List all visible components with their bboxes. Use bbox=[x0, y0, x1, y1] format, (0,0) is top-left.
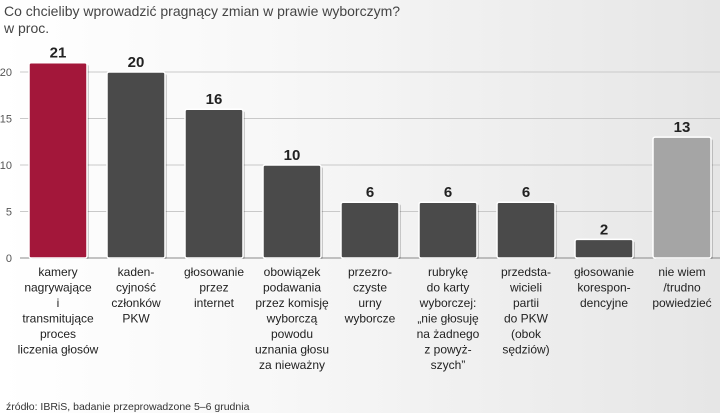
chart-title: Co chcieliby wprowadzić pragnący zmian w… bbox=[4, 3, 464, 37]
data-label: 6 bbox=[366, 184, 374, 201]
y-tick-label: 15 bbox=[0, 114, 12, 126]
category-label-line: transmitujące bbox=[22, 312, 94, 326]
category-label: przedsta-wicieli partii do PKW (obok sędziów… bbox=[501, 265, 551, 357]
category-label-line: obowiązek bbox=[264, 265, 322, 279]
category-label-line: PKW bbox=[122, 312, 150, 326]
data-label: 2 bbox=[600, 221, 608, 238]
category-label-line: partii bbox=[513, 296, 539, 310]
category-label: głosowanie przez internet bbox=[184, 265, 244, 310]
category-label: przezro-czyste urny wyborcze bbox=[344, 265, 396, 326]
bar bbox=[184, 108, 244, 259]
category-label-line: (obok bbox=[511, 327, 542, 341]
category-label-line: wyborczą bbox=[266, 312, 318, 326]
bar bbox=[262, 164, 322, 259]
category-label-line: przez bbox=[199, 281, 228, 295]
title-question: Co chcieliby wprowadzić pragnący zmian w… bbox=[4, 3, 401, 19]
category-label-line: liczenia głosów bbox=[18, 343, 99, 357]
bar bbox=[340, 201, 400, 259]
y-tick-label: 0 bbox=[6, 253, 12, 265]
category-label-line: wicieli bbox=[509, 281, 542, 295]
category-label: głosowanie korespon-dencyjne bbox=[574, 265, 634, 310]
category-label-line: „nie głosuję bbox=[417, 312, 479, 326]
category-label-line: z powyż- bbox=[424, 343, 471, 357]
category-label-line: do PKW bbox=[504, 312, 549, 326]
category-label-line: internet bbox=[194, 296, 235, 310]
data-label: 13 bbox=[674, 119, 691, 136]
category-label: rubrykę do karty wyborczej: „nie głosuję na … bbox=[417, 265, 480, 372]
category-label-line: czyste bbox=[353, 281, 387, 295]
category-label-line: proces bbox=[40, 327, 76, 341]
data-label: 16 bbox=[206, 91, 223, 108]
category-label-line: do karty bbox=[427, 281, 470, 295]
bar bbox=[496, 201, 556, 259]
category-label-line: rubrykę bbox=[428, 265, 468, 279]
category-label: obowiązek podawania przez komisję wyborczą p… bbox=[255, 265, 329, 372]
category-label: kamery nagrywające i transmitujące proces lic… bbox=[18, 265, 99, 357]
source-note: źródło: IBRiS, badanie przeprowadzone 5–… bbox=[6, 401, 250, 413]
data-label: 10 bbox=[284, 147, 301, 164]
category-label-line: głosowanie bbox=[184, 265, 244, 279]
category-label-line: podawania bbox=[263, 281, 321, 295]
category-label-line: przez komisję bbox=[255, 296, 329, 310]
category-label: nie wiem/trudno powiedzieć bbox=[652, 265, 711, 310]
category-label-line: na żadnego bbox=[417, 327, 480, 341]
data-label: 6 bbox=[522, 184, 530, 201]
category-label-line: nagrywające bbox=[24, 281, 92, 295]
category-label-line: cyjność bbox=[116, 281, 156, 295]
category-label-line: nie wiem bbox=[658, 265, 705, 279]
data-label: 20 bbox=[128, 54, 145, 71]
category-label-line: dencyjne bbox=[580, 296, 628, 310]
category-label-line: przedsta- bbox=[501, 265, 551, 279]
bar bbox=[574, 238, 634, 259]
bar bbox=[418, 201, 478, 259]
bar bbox=[106, 71, 166, 259]
category-label: kaden-cyjność członków PKW bbox=[111, 265, 161, 326]
category-label-line: sędziów) bbox=[502, 343, 549, 357]
category-label-line: kaden- bbox=[118, 265, 155, 279]
category-label-line: powiedzieć bbox=[652, 296, 711, 310]
y-tick-label: 20 bbox=[0, 67, 12, 79]
category-label-line: powodu bbox=[271, 327, 313, 341]
title-unit: w proc. bbox=[4, 20, 50, 36]
category-label-line: wyborczej: bbox=[419, 296, 477, 310]
bar bbox=[28, 61, 88, 259]
y-tick-label: 10 bbox=[0, 160, 12, 172]
bar bbox=[652, 136, 712, 259]
category-label-line: korespon- bbox=[577, 281, 630, 295]
category-label-line: członków bbox=[111, 296, 161, 310]
data-label: 6 bbox=[444, 184, 452, 201]
category-label-line: uznania głosu bbox=[255, 343, 329, 357]
data-label: 21 bbox=[50, 45, 67, 62]
category-label-line: szych” bbox=[431, 358, 466, 372]
category-label-line: za nieważny bbox=[259, 358, 325, 372]
category-label-line: /trudno bbox=[663, 281, 701, 295]
category-label-line: urny bbox=[358, 296, 381, 310]
category-label-line: głosowanie bbox=[574, 265, 634, 279]
category-label-line: wyborcze bbox=[344, 312, 396, 326]
y-tick-label: 5 bbox=[6, 207, 12, 219]
category-label-line: kamery bbox=[38, 265, 77, 279]
category-label-line: i bbox=[57, 296, 60, 310]
category-label-line: przezro- bbox=[348, 265, 392, 279]
